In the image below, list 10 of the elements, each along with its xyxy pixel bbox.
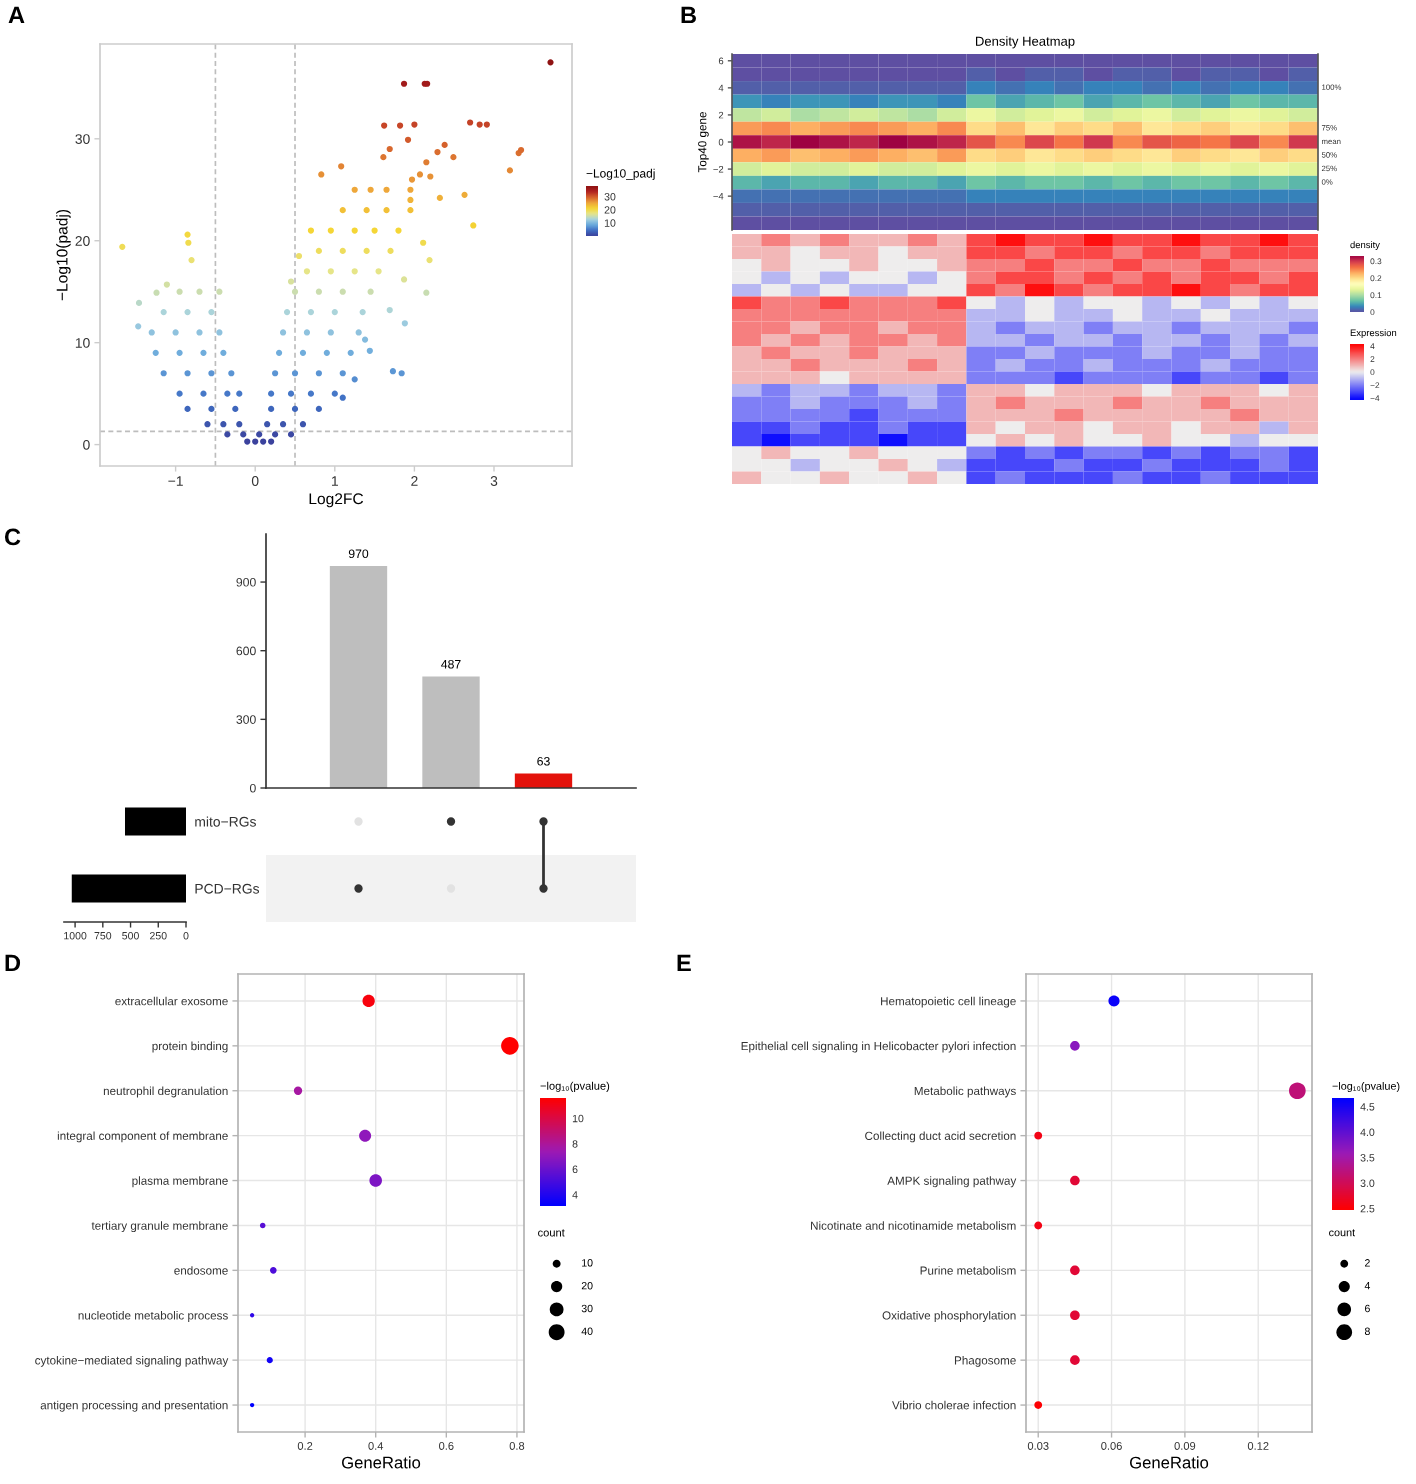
bar bbox=[329, 566, 388, 788]
text: B bbox=[681, 6, 696, 24]
text: E bbox=[677, 954, 691, 972]
x-axis-title: GeneRatio bbox=[1130, 1456, 1209, 1469]
text: C bbox=[4, 528, 21, 546]
text: A bbox=[8, 6, 25, 24]
bar bbox=[514, 773, 573, 788]
x-axis-title: GeneRatio bbox=[342, 1456, 421, 1469]
text: D bbox=[5, 954, 21, 972]
bar bbox=[422, 676, 480, 788]
